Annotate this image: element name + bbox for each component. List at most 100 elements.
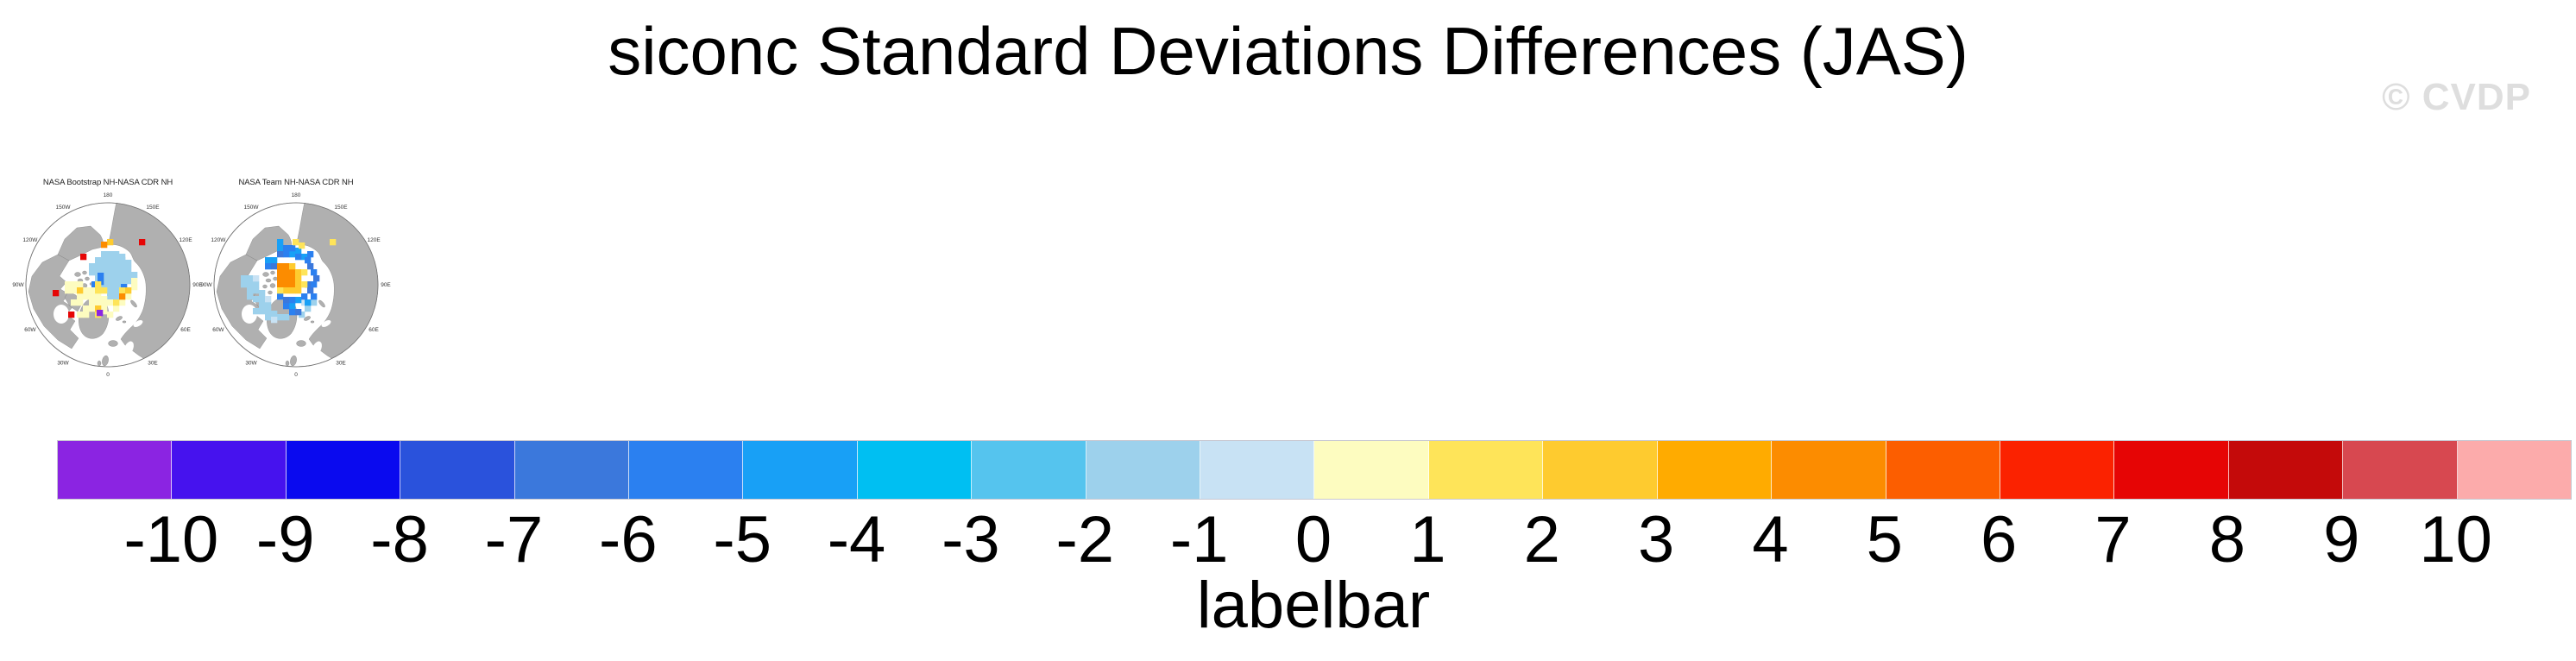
map-difference-cell: [265, 314, 272, 321]
map-difference-cell: [107, 281, 114, 288]
map-difference-cell: [289, 281, 296, 288]
map-difference-cell: [271, 257, 278, 264]
map-difference-cell: [295, 269, 302, 276]
map-difference-cell: [289, 287, 296, 294]
colorbar-cell: [972, 441, 1086, 499]
map-difference-cell: [53, 290, 60, 297]
map-difference-cell: [283, 251, 290, 258]
longitude-label: 60E: [368, 327, 379, 333]
colorbar-tick-label: 9: [2323, 503, 2360, 576]
colorbar-cell: [2114, 441, 2229, 499]
map-difference-cell: [139, 239, 146, 246]
map-difference-cell: [305, 281, 312, 288]
map-difference-cell: [101, 308, 108, 315]
map-difference-cell: [305, 299, 312, 306]
map-difference-cell: [295, 248, 302, 255]
map-difference-cell: [277, 314, 284, 321]
longitude-label: 120E: [368, 237, 381, 243]
map-difference-cell: [283, 275, 290, 282]
map-difference-cell: [83, 312, 90, 318]
map-difference-cell: [119, 287, 126, 294]
map-difference-cell: [89, 263, 96, 270]
map-difference-cell: [101, 242, 108, 249]
map-difference-cell: [259, 302, 266, 309]
map-title: NASA Team NH-NASA CDR NH: [238, 178, 354, 187]
map-difference-cell: [77, 281, 84, 288]
labelbar-title: labelbar: [1196, 569, 1431, 642]
map-difference-cell: [299, 242, 305, 249]
colorbar-tick-label: 5: [1866, 503, 1903, 576]
longitude-label: 120W: [22, 237, 38, 243]
map-difference-cell: [101, 287, 108, 294]
colorbar-cell: [1086, 441, 1201, 499]
map-difference-cell: [97, 310, 104, 317]
colorbar-cell: [58, 441, 173, 499]
map-difference-cell: [253, 275, 260, 282]
map-difference-cell: [301, 269, 308, 276]
map-difference-cell: [277, 287, 284, 294]
map-difference-cell: [283, 297, 290, 304]
map-boundary-outline: [25, 202, 191, 368]
map-difference-cell: [271, 263, 278, 270]
labelbar-colorbar: [57, 440, 2572, 500]
map-difference-cell: [119, 299, 126, 306]
map-difference-cell: [101, 281, 108, 288]
map-difference-cell: [283, 269, 290, 276]
map-difference-cell: [83, 287, 90, 294]
colorbar-tick-label: 7: [2094, 503, 2132, 576]
colorbar-tick-label: 4: [1752, 503, 1789, 576]
longitude-label: 180: [292, 192, 301, 198]
map-difference-cell: [283, 263, 290, 270]
map-difference-cell: [301, 293, 308, 300]
colorbar-cell: [1543, 441, 1658, 499]
map-difference-cell: [295, 309, 302, 316]
map-difference-cell: [311, 281, 318, 288]
map-difference-cell: [283, 245, 290, 252]
map-difference-cell: [125, 266, 132, 273]
colorbar-cell: [857, 441, 973, 499]
map-difference-cell: [289, 297, 296, 304]
colorbar-tick-label: 6: [1981, 503, 2018, 576]
map-difference-cell: [89, 293, 96, 300]
map-difference-cell: [301, 254, 308, 261]
map-difference-cell: [107, 269, 114, 276]
longitude-label: 120E: [180, 237, 193, 243]
longitude-label: 30E: [148, 360, 158, 366]
map-difference-cell: [107, 251, 114, 258]
map-difference-cell: [265, 302, 272, 309]
map-difference-cell: [77, 287, 84, 294]
longitude-label: 150W: [244, 205, 260, 211]
map-difference-cell: [95, 281, 102, 288]
map-difference-cell: [265, 263, 272, 270]
map-difference-cell: [295, 287, 302, 294]
map-difference-cell: [113, 281, 120, 288]
map-difference-cell: [311, 269, 318, 276]
map-difference-cell: [113, 287, 120, 294]
map-difference-cell: [253, 296, 260, 303]
map-difference-cell: [277, 239, 284, 246]
map-boundary-outline: [213, 202, 379, 368]
map-difference-cell: [125, 272, 132, 279]
map-difference-cell: [95, 299, 102, 306]
longitude-labels: 180 150E 120E 90E 60E 30E 0 30W 60W 90W 120W 150W: [200, 192, 391, 378]
map-difference-cell: [247, 287, 254, 294]
map-difference-cell: [95, 293, 102, 300]
map-difference-cell: [307, 287, 314, 294]
map-difference-cell: [271, 311, 278, 318]
map-difference-cell: [283, 287, 290, 294]
map-difference-cell: [91, 281, 98, 288]
colorbar-cell: [629, 441, 744, 499]
map-difference-cell: [83, 305, 90, 312]
map-difference-cell: [121, 284, 128, 291]
map-difference-cell: [113, 269, 120, 276]
map-difference-cell: [277, 245, 284, 252]
longitude-labels: 180 150E 120E 90E 60E 30E 0 30W 60W 90W 120W 150W: [12, 192, 203, 378]
map-difference-cell: [301, 299, 308, 306]
map-difference-cell: [113, 299, 120, 306]
map-difference-cell: [277, 269, 284, 276]
map-difference-cell: [89, 269, 96, 276]
map-difference-cell: [113, 263, 120, 270]
colorbar-cell: [1428, 441, 1544, 499]
map-difference-cell: [119, 275, 126, 282]
map-difference-cell: [95, 269, 102, 276]
